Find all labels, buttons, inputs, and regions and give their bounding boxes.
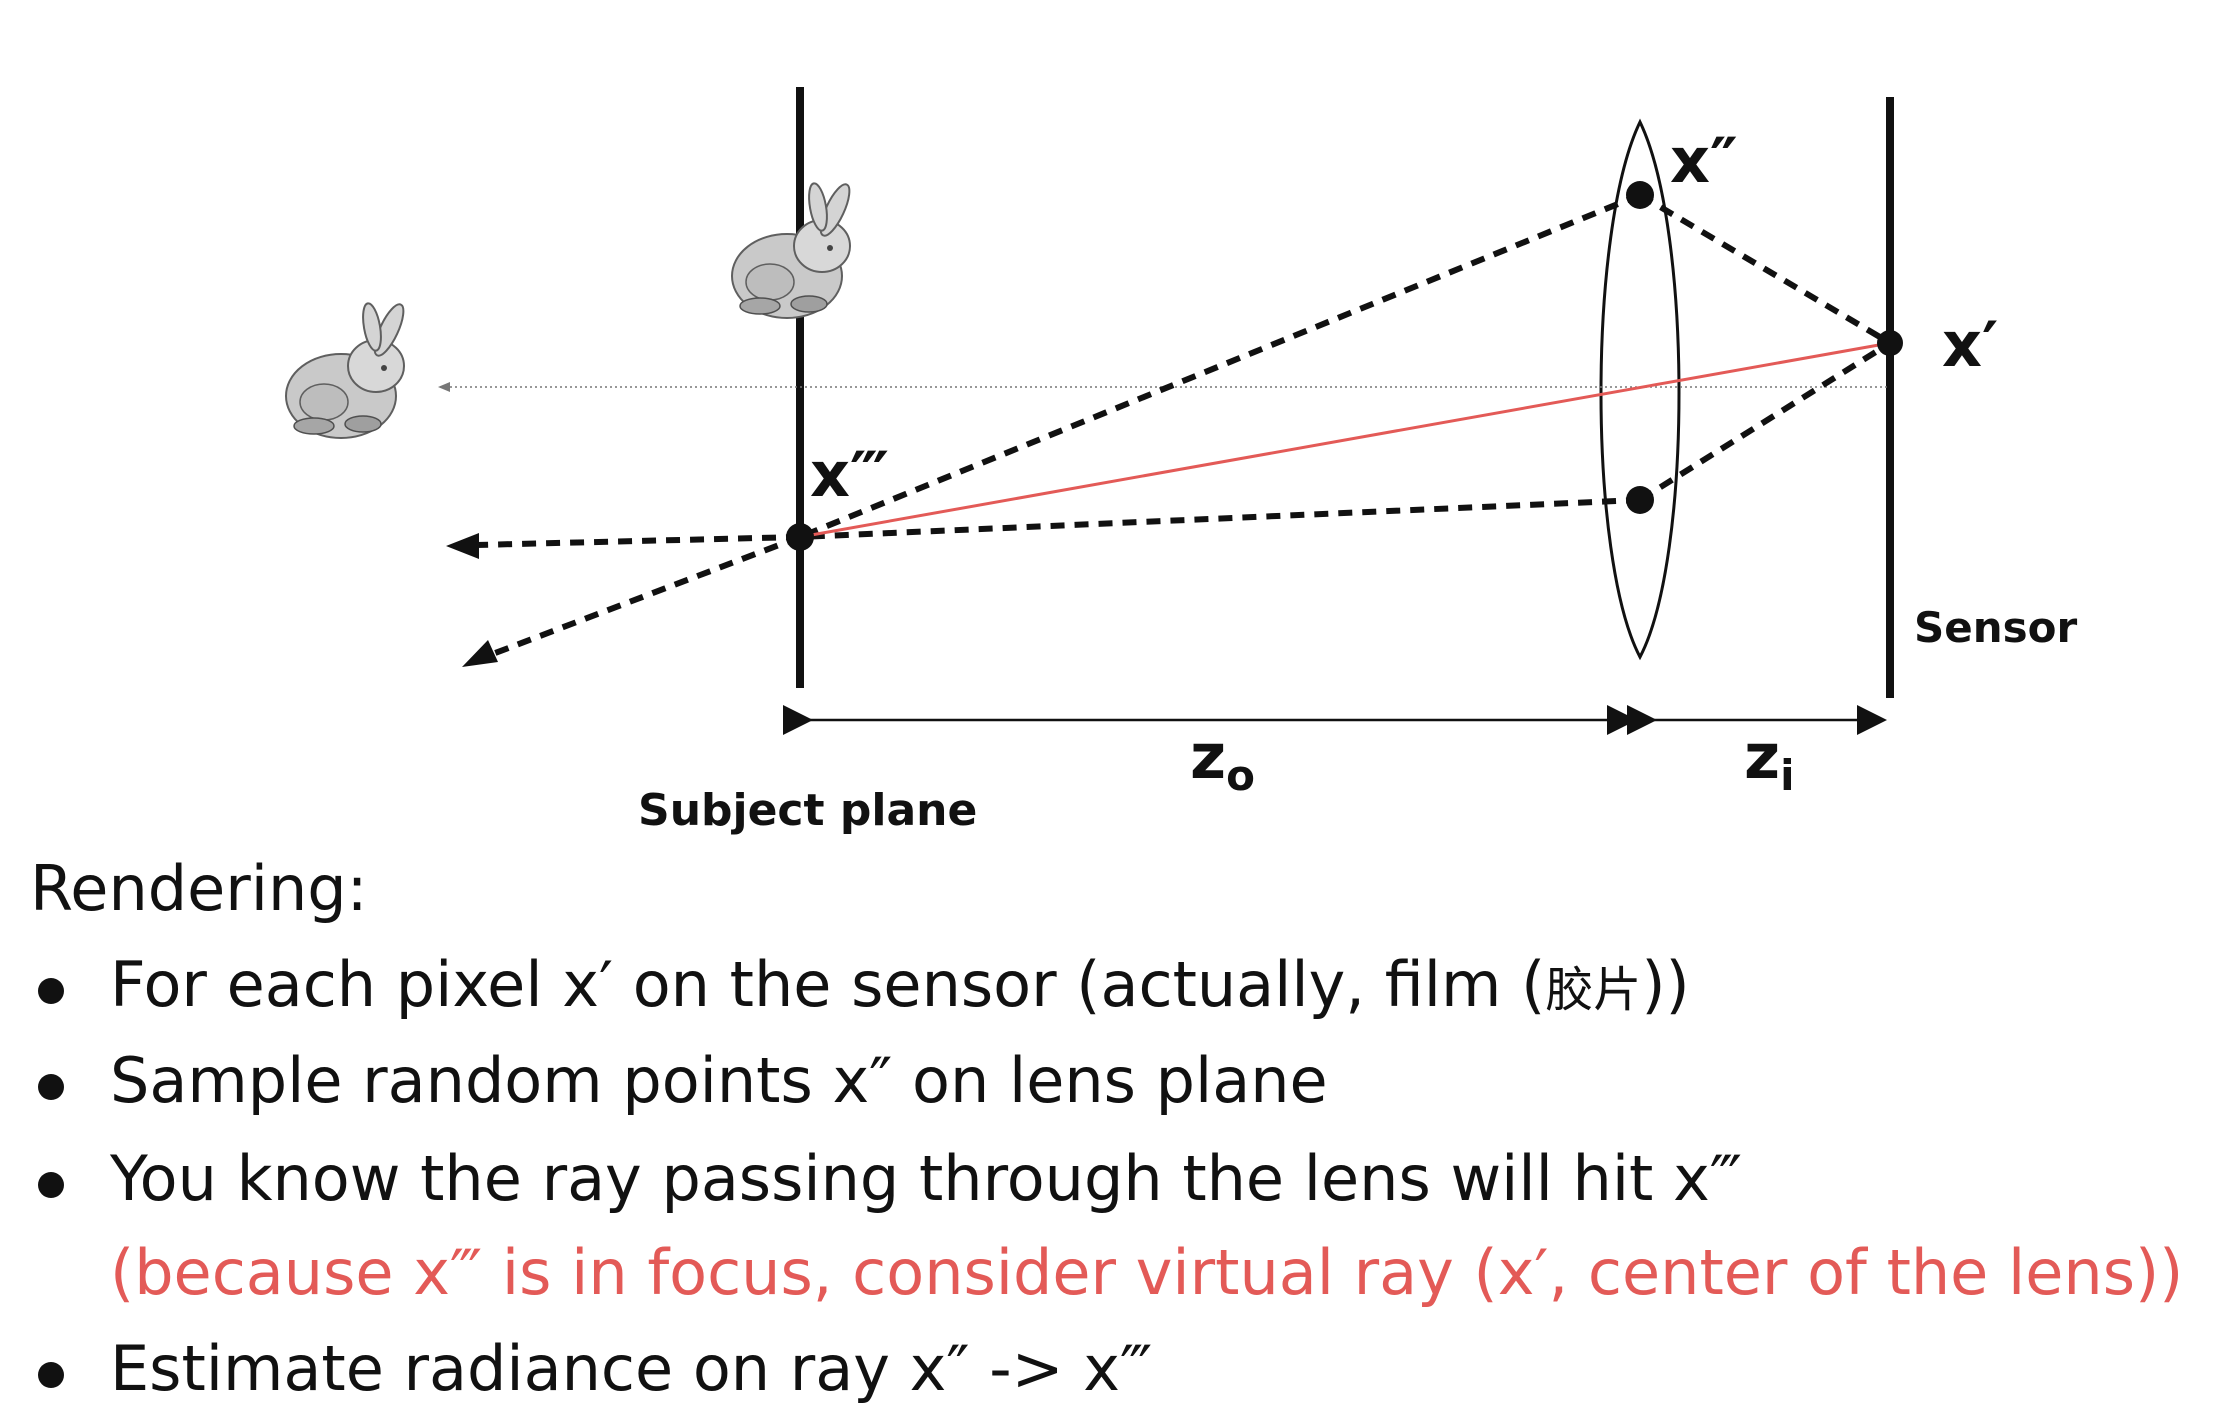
label-zo-sub: o	[1226, 751, 1255, 800]
point-x-double-prime-bottom	[1626, 486, 1654, 514]
stanford-bunny-center-icon	[731, 182, 851, 319]
bullet-row-4: Estimate radiance on ray x″ -> x‴	[30, 1338, 2190, 1410]
label-x-triple-prime: x‴	[810, 438, 889, 511]
stanford-bunny-left-icon	[285, 302, 405, 439]
arrowhead-upper-icon	[446, 533, 479, 559]
ray-lens-top-to-sensor	[1638, 192, 1892, 346]
bullet-1-cjk: 胶片	[1545, 962, 1642, 1018]
virtual-ray-red	[799, 341, 1891, 539]
bullet-dot-icon	[38, 978, 64, 1004]
ray-lens-top-to-subject	[798, 192, 1642, 540]
bullet-row-3: You know the ray passing through the len…	[30, 1148, 2190, 1318]
bullet-text-4: Estimate radiance on ray x″ -> x‴	[110, 1332, 1153, 1405]
label-zo-main: z	[1190, 720, 1226, 793]
bullet-dot-icon	[38, 1362, 64, 1388]
label-x-double-prime: x″	[1670, 124, 1738, 197]
label-zi-sub: i	[1780, 751, 1794, 800]
ray-extension-lower	[488, 534, 802, 658]
ray-lens-bottom-to-subject	[799, 497, 1641, 540]
bullet-1-main: For each pixel x′ on the sensor (actuall…	[110, 948, 1546, 1021]
label-zi-main: z	[1744, 720, 1780, 793]
bullet-dot-icon	[38, 1172, 64, 1198]
bullet-1-tail: ))	[1641, 948, 1690, 1021]
bullet-row-1: For each pixel x′ on the sensor (actuall…	[30, 954, 2190, 1026]
bullet-text-1: For each pixel x′ on the sensor (actuall…	[110, 954, 1690, 1016]
label-x-prime: x′	[1942, 308, 1998, 381]
bullet-dot-icon	[38, 1074, 64, 1100]
label-zo: zo	[1190, 720, 1255, 800]
ray-lens-bottom-to-sensor	[1638, 340, 1892, 503]
optical-axis-arrow-icon	[438, 382, 450, 392]
bullet-text-3: You know the ray passing through the len…	[110, 1142, 1743, 1215]
rendering-heading: Rendering:	[30, 852, 368, 925]
point-x-double-prime-top	[1626, 181, 1654, 209]
arrowhead-lower-icon	[462, 640, 498, 667]
point-x-triple-prime	[786, 523, 814, 551]
label-subject-plane: Subject plane	[638, 785, 977, 836]
label-zi: zi	[1744, 720, 1795, 800]
bullet-note-3: (because x‴ is in focus, consider virtua…	[110, 1236, 2184, 1309]
bullet-text-2: Sample random points x″ on lens plane	[110, 1044, 1328, 1117]
point-x-prime	[1877, 330, 1903, 356]
label-sensor: Sensor	[1914, 603, 2077, 652]
ray-extension-upper	[475, 534, 801, 548]
lens-shape	[1599, 118, 1681, 661]
bullet-row-2: Sample random points x″ on lens plane	[30, 1050, 2190, 1122]
